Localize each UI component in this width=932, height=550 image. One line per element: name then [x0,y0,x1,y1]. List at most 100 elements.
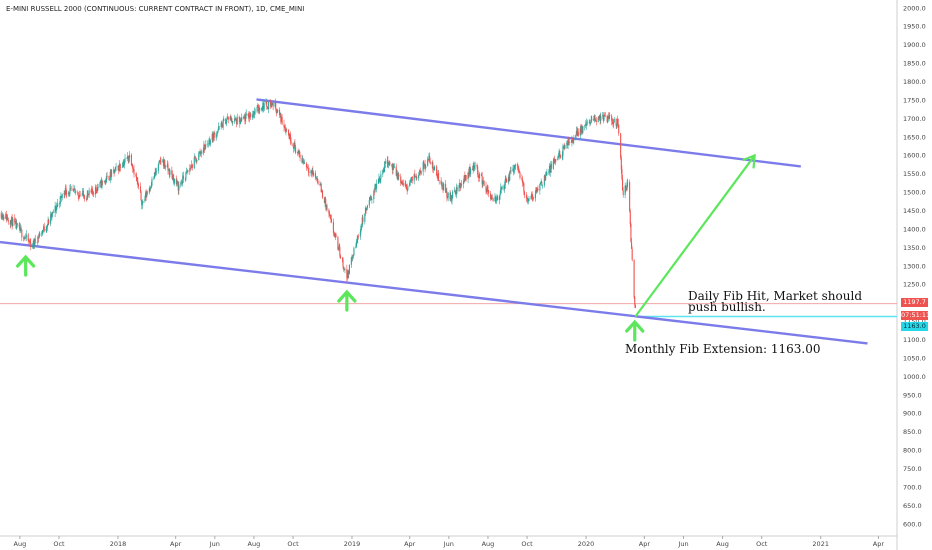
candle-body [507,176,509,183]
candle-body [409,182,411,187]
candle-body [321,190,324,198]
candle-body [173,178,175,184]
candle-body [326,205,328,210]
candle-body [29,242,31,243]
candle-body [55,206,57,211]
candle-body [427,159,429,160]
candle-body [34,238,36,246]
candle-body [580,128,582,133]
candle-body [413,173,415,181]
candle-body [212,133,215,141]
candle-body [593,115,595,121]
candle-body [238,117,240,119]
candle-body [316,178,318,182]
candle-body [579,128,581,136]
candle-body [256,107,258,112]
candle-body [447,192,449,198]
candles[interactable] [0,98,636,309]
candle-body [387,160,389,165]
y-tick-label: 600.0 [903,520,922,528]
candle-body [14,218,16,223]
candle-body [280,113,282,122]
candle-body [142,201,144,203]
candle-body [178,184,180,191]
candle-body [625,188,627,190]
candle-body [604,114,606,117]
candle-body [481,175,483,185]
candle-body [42,229,44,232]
candle-body [514,165,516,169]
annotation-monthly-fib[interactable]: Monthly Fib Extension: 1163.00 [625,342,821,356]
candle-body [46,227,48,229]
candle-body [234,118,236,122]
candle-body [589,123,592,124]
candle-body [198,153,200,160]
candle-body [391,165,393,171]
candle-body [530,198,532,199]
candle-body [194,157,196,159]
candle-body [409,181,411,183]
candle-body [332,222,334,233]
candle-body [504,185,506,189]
candle-body [121,166,124,168]
candle-body [243,117,245,119]
candle-body [140,191,142,201]
candle-body [234,118,236,120]
candle-body [553,159,555,162]
candle-body [150,187,152,189]
candle-body [52,211,54,214]
candle-body [2,214,4,217]
candle-body [401,181,403,184]
drawing-layer[interactable] [0,98,897,345]
candle-body [509,171,511,181]
candle-body [59,203,61,205]
candle-body [73,189,75,191]
candle-body [271,102,274,106]
candle-body [355,246,357,249]
candle-body [621,169,623,180]
candle-body [77,192,79,194]
candle-body [209,139,211,145]
price-axis[interactable]: 2000.0 1950.0 1900.0 1850.0 1800.0 1750.0 1700… [903,4,926,528]
candle-body [162,159,165,167]
candle-body [521,177,523,180]
time-axis[interactable]: Aug Oct 2018 Apr Jun Aug Oct 2019 Apr Jun Aug Oct 20… [14,536,885,548]
candle-body [339,247,341,256]
candle-body [549,165,551,173]
candle-body [95,186,97,190]
candle-body [304,163,306,165]
arrows-layer[interactable] [16,153,756,342]
annotation-daily-fib[interactable]: Daily Fib Hit, Market should push bullis… [688,290,862,313]
candle-body [163,160,165,167]
candle-body [568,140,570,143]
x-tick-label: Apr [404,540,416,548]
candle-body [559,151,561,156]
candle-body [455,191,457,195]
candle-body [464,175,466,181]
candle-body [600,116,602,121]
y-tick-label: 700.0 [903,483,922,491]
candle-body [379,177,381,181]
candle-body [563,145,565,149]
candle-body [28,240,31,243]
candle-body [482,181,484,185]
candle-body [236,117,238,125]
candle-body [173,177,175,184]
candle-body [406,189,408,191]
candle-body [357,236,359,240]
x-tick-label: Apr [170,540,182,548]
candle-body [541,181,543,186]
candle-body [603,114,605,121]
candle-body [105,180,107,182]
candle-body [214,133,216,138]
candle-body [449,192,451,200]
candle-body [527,200,529,202]
candle-body [490,197,492,199]
candle-body [503,186,505,189]
candle-body [522,179,524,183]
candle-body [119,167,122,168]
candle-body [305,163,308,168]
candle-body [288,134,290,139]
candle-body [279,113,281,116]
